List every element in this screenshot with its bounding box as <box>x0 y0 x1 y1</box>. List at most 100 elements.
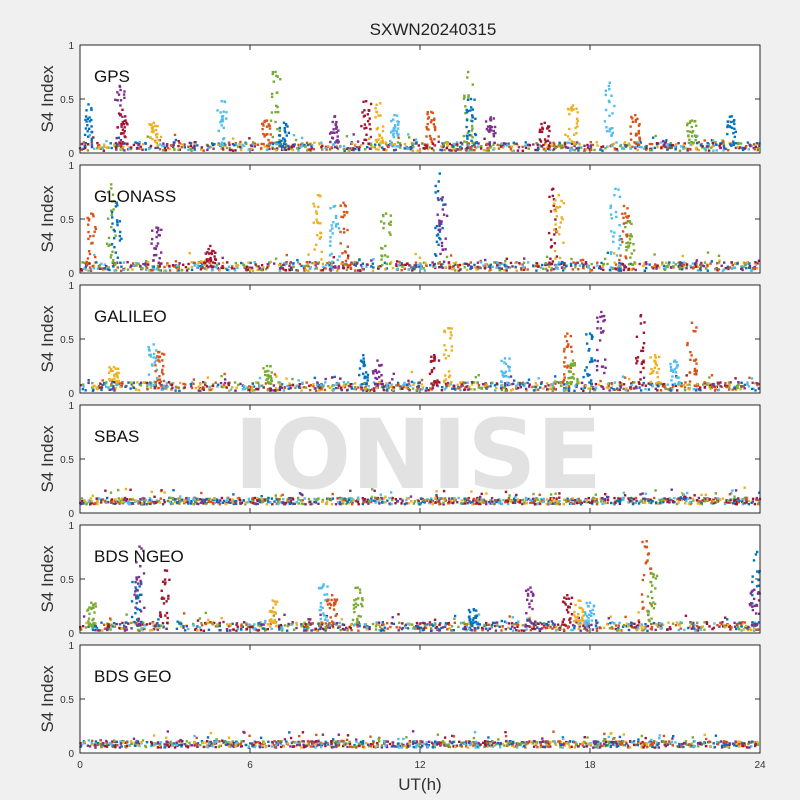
data-point <box>693 369 696 373</box>
data-point <box>555 381 559 384</box>
data-point <box>87 143 90 146</box>
data-point <box>409 148 412 151</box>
data-point <box>647 499 650 502</box>
data-point <box>627 501 631 504</box>
data-point <box>460 499 463 502</box>
data-point <box>563 361 566 364</box>
data-point <box>279 381 282 384</box>
data-point <box>421 500 424 503</box>
data-point <box>273 373 277 376</box>
data-point <box>734 146 738 150</box>
data-point <box>633 261 636 264</box>
data-point <box>412 502 416 505</box>
data-point <box>638 262 641 266</box>
data-point <box>695 382 699 386</box>
data-point <box>555 215 559 218</box>
data-point <box>668 389 671 392</box>
data-point <box>691 497 694 500</box>
data-point <box>174 265 177 268</box>
data-point <box>323 267 326 270</box>
data-point <box>618 500 622 504</box>
data-point <box>617 499 621 502</box>
data-point <box>315 243 318 246</box>
data-point <box>287 498 290 501</box>
data-point <box>615 148 618 151</box>
data-point <box>151 127 154 131</box>
data-point <box>248 385 251 388</box>
data-point <box>370 265 373 268</box>
data-point <box>206 251 209 254</box>
data-point <box>740 381 743 384</box>
data-point <box>464 105 467 108</box>
data-point <box>317 497 320 500</box>
data-point <box>343 250 347 253</box>
data-point <box>676 498 679 501</box>
data-point <box>297 143 300 147</box>
data-point <box>492 135 496 138</box>
data-point <box>584 385 588 388</box>
data-point <box>566 141 569 144</box>
data-point <box>496 498 500 502</box>
data-point <box>549 500 552 504</box>
data-point <box>485 127 489 131</box>
data-point <box>512 141 515 144</box>
data-point <box>570 140 574 143</box>
data-point <box>184 266 188 269</box>
data-point <box>602 329 605 333</box>
data-point <box>359 144 363 147</box>
data-point <box>391 498 394 502</box>
data-point <box>691 143 695 146</box>
data-point <box>407 382 411 385</box>
data-point <box>667 263 670 266</box>
data-point <box>418 149 422 152</box>
data-point <box>650 382 654 385</box>
data-point <box>607 99 611 103</box>
data-point <box>428 146 432 149</box>
data-point <box>429 500 432 503</box>
data-point <box>603 501 606 505</box>
data-point <box>602 387 605 390</box>
data-point <box>613 496 616 500</box>
data-point <box>262 124 265 127</box>
data-point <box>86 257 90 260</box>
data-point <box>132 386 135 389</box>
data-point <box>356 140 360 143</box>
data-point <box>283 138 286 141</box>
data-point <box>246 501 249 504</box>
data-point <box>606 383 610 386</box>
data-point <box>521 145 524 149</box>
data-point <box>440 265 443 269</box>
data-point <box>380 140 383 143</box>
data-point <box>216 267 220 270</box>
data-point <box>150 490 153 493</box>
data-point <box>338 500 342 504</box>
data-point <box>105 381 108 384</box>
data-point <box>571 148 575 152</box>
data-point <box>153 254 156 257</box>
data-point <box>136 262 140 265</box>
data-point <box>261 500 264 504</box>
data-point <box>588 381 591 384</box>
data-point <box>208 497 211 500</box>
data-point <box>654 489 657 492</box>
data-point <box>596 320 600 323</box>
data-point <box>321 144 324 147</box>
data-point <box>371 488 374 491</box>
data-point <box>178 262 181 265</box>
data-point <box>618 195 622 198</box>
data-point <box>336 135 339 138</box>
data-point <box>111 261 115 264</box>
data-point <box>388 262 392 265</box>
data-point <box>107 501 110 504</box>
data-point <box>369 127 372 131</box>
data-point <box>196 264 199 267</box>
data-point <box>630 496 633 500</box>
data-point <box>190 149 193 152</box>
data-point <box>615 215 618 219</box>
data-point <box>177 269 180 272</box>
data-point <box>354 269 357 272</box>
data-point <box>315 389 318 392</box>
data-point <box>153 495 156 498</box>
data-point <box>629 241 632 245</box>
data-point <box>611 112 614 115</box>
